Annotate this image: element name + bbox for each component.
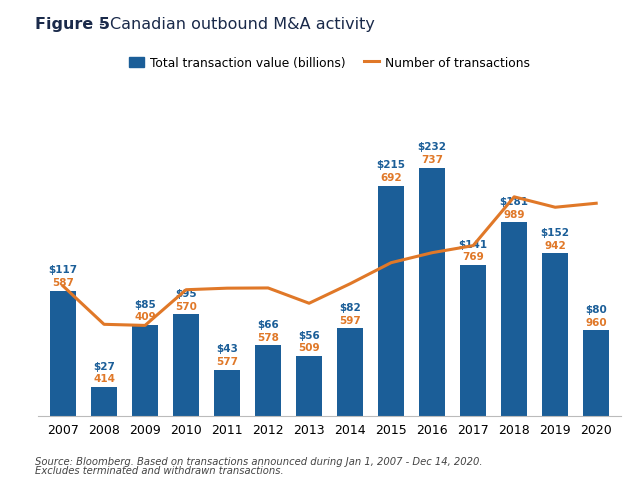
Text: 509: 509 <box>298 343 320 353</box>
Text: 577: 577 <box>216 357 238 366</box>
Text: 769: 769 <box>462 252 484 262</box>
Bar <box>214 370 240 416</box>
Bar <box>296 356 322 416</box>
Text: $215: $215 <box>376 160 406 170</box>
Bar <box>337 329 363 416</box>
Bar <box>543 254 568 416</box>
Text: 409: 409 <box>134 312 156 322</box>
Text: 942: 942 <box>544 240 566 250</box>
Text: Figure 5: Figure 5 <box>35 17 110 32</box>
Text: Excludes terminated and withdrawn transactions.: Excludes terminated and withdrawn transa… <box>35 465 284 475</box>
Text: $43: $43 <box>216 344 238 354</box>
Text: - Canadian outbound M&A activity: - Canadian outbound M&A activity <box>94 17 375 32</box>
Text: $232: $232 <box>418 142 447 152</box>
Bar <box>92 387 116 416</box>
Legend: Total transaction value (billions), Number of transactions: Total transaction value (billions), Numb… <box>129 57 530 70</box>
Text: Source: Bloomberg. Based on transactions announced during Jan 1, 2007 - Dec 14, : Source: Bloomberg. Based on transactions… <box>35 455 483 466</box>
Text: $27: $27 <box>93 361 115 371</box>
Text: 570: 570 <box>175 301 197 311</box>
Text: 414: 414 <box>93 374 115 384</box>
Text: $82: $82 <box>339 302 361 312</box>
Bar <box>419 168 445 416</box>
Bar <box>460 266 486 416</box>
Text: $117: $117 <box>49 265 77 275</box>
Bar <box>378 187 404 416</box>
Text: 597: 597 <box>339 315 361 325</box>
Bar <box>255 346 281 416</box>
Text: $95: $95 <box>175 288 197 298</box>
Text: $181: $181 <box>500 197 529 206</box>
Text: 989: 989 <box>504 209 525 219</box>
Bar <box>502 223 527 416</box>
Text: $80: $80 <box>586 304 607 314</box>
Text: $56: $56 <box>298 330 320 340</box>
Bar <box>51 291 76 416</box>
Text: 587: 587 <box>52 277 74 287</box>
Text: 692: 692 <box>380 173 402 183</box>
Bar <box>132 325 157 416</box>
Text: 737: 737 <box>421 155 443 165</box>
Bar <box>173 315 199 416</box>
Text: $66: $66 <box>257 319 279 329</box>
Text: $85: $85 <box>134 299 156 309</box>
Text: $152: $152 <box>541 227 570 237</box>
Bar <box>584 331 609 416</box>
Text: 960: 960 <box>586 317 607 327</box>
Text: $141: $141 <box>459 239 488 249</box>
Text: 578: 578 <box>257 332 279 342</box>
